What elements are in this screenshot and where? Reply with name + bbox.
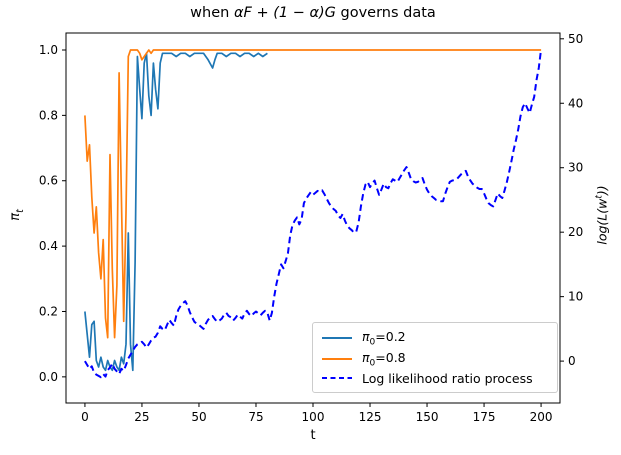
- x-tick-label: 50: [191, 410, 206, 424]
- y-right-superscript: t: [594, 195, 605, 199]
- y-right-tick-label: 20: [568, 225, 583, 239]
- legend-entry: π0=0.2: [322, 329, 548, 348]
- legend-entry: Log likelihood ratio process: [322, 371, 548, 386]
- legend-label: π0=0.2: [362, 329, 406, 348]
- y-left-symbol: π: [8, 212, 24, 221]
- y-right-tick-label: 50: [568, 32, 583, 46]
- y-left-subscript: t: [14, 209, 26, 213]
- y-axis-label-right: log(L(wt)): [594, 185, 609, 244]
- y-right-tick-label: 30: [568, 161, 583, 175]
- y-right-tick-label: 0: [568, 354, 576, 368]
- y-left-tick-label: 0.4: [39, 239, 58, 253]
- series-line-2: [84, 48, 543, 379]
- x-axis-label: t: [310, 428, 316, 443]
- y-left-tick-label: 0.8: [39, 108, 58, 122]
- y-left-tick-label: 0.0: [39, 370, 58, 384]
- x-tick-label: 0: [81, 410, 89, 424]
- series-line-0: [84, 52, 268, 372]
- y-right-tick-label: 10: [568, 290, 583, 304]
- y-right-tick-label: 40: [568, 96, 583, 110]
- legend: π0=0.2 π0=0.8 Log likelihood ratio process: [312, 322, 558, 393]
- x-tick-label: 75: [248, 410, 263, 424]
- legend-entry: π0=0.8: [322, 349, 548, 369]
- y-left-tick-label: 0.2: [39, 304, 58, 318]
- legend-label: Log likelihood ratio process: [362, 370, 533, 386]
- x-tick-label: 200: [530, 410, 553, 424]
- y-left-tick-label: 0.6: [39, 174, 58, 188]
- title-prefix: when: [190, 5, 234, 21]
- x-tick-label: 150: [416, 410, 439, 424]
- x-tick-label: 100: [302, 410, 325, 424]
- title-suffix: governs data: [335, 5, 436, 21]
- legend-line-sample: [322, 358, 352, 361]
- legend-label: π0=0.8: [362, 349, 406, 369]
- y-left-tick-label: 1.0: [39, 43, 58, 57]
- legend-line-sample: [322, 337, 352, 340]
- y-right-p1: log(L(w: [594, 198, 610, 245]
- x-tick-label: 175: [473, 410, 496, 424]
- title-math: αF + (1 − α)G: [233, 5, 336, 21]
- chart-title: when αF + (1 − α)G governs data: [66, 5, 560, 21]
- y-right-p2: )): [594, 185, 610, 196]
- x-tick-label: 25: [134, 410, 149, 424]
- x-tick-label: 125: [359, 410, 382, 424]
- y-axis-label-left: πt: [8, 209, 26, 221]
- legend-line-sample: [322, 377, 352, 380]
- series-line-1: [84, 49, 542, 339]
